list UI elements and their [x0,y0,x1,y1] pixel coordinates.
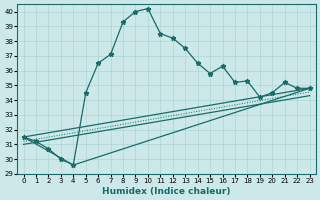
X-axis label: Humidex (Indice chaleur): Humidex (Indice chaleur) [102,187,231,196]
